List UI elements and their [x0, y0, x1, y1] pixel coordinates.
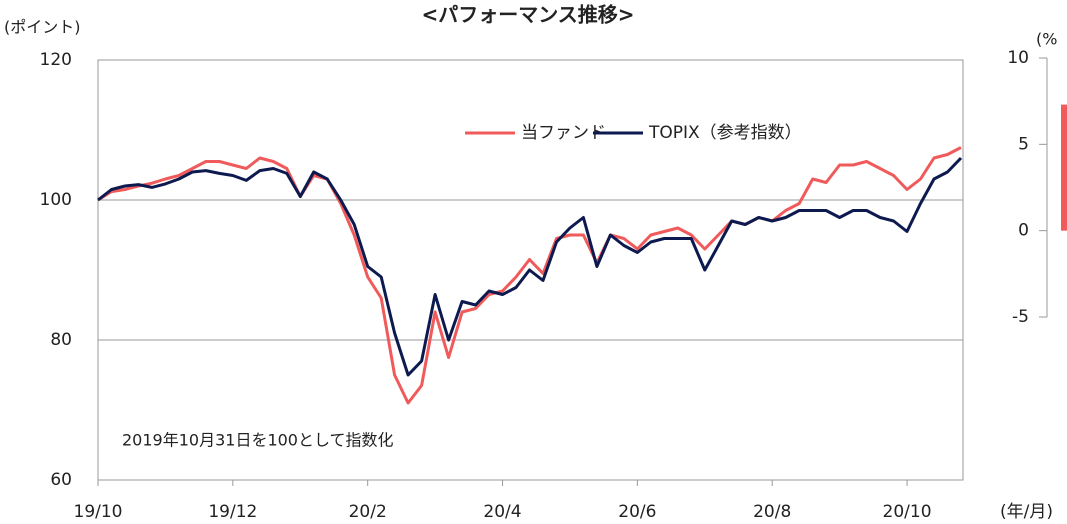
series-line	[97, 156, 963, 377]
x-tick-label: 19/12	[208, 502, 257, 522]
annotation: 2019年10月31日を100として指数化	[122, 431, 394, 450]
legend-label: TOPIX（参考指数）	[648, 123, 802, 143]
series-line	[97, 146, 962, 405]
y-tick-label: 80	[50, 330, 72, 350]
x-tick-label: 20/4	[483, 502, 521, 522]
y-tick-label: 5	[1018, 134, 1029, 154]
y-tick-label: -5	[1012, 307, 1029, 327]
y-tick-label: 100	[40, 190, 72, 210]
x-tick-label: 20/10	[883, 502, 932, 522]
x-tick-label: 20/2	[349, 502, 387, 522]
y-tick-label: 60	[50, 470, 72, 490]
x-axis-label: (年/月)	[1000, 502, 1053, 522]
y-tick-label: 0	[1018, 221, 1029, 241]
y-tick-label: 120	[40, 50, 72, 70]
x-tick-label: 19/10	[74, 502, 123, 522]
legend-label: 当ファンド	[521, 123, 606, 143]
y-axis-label: (ポイント)	[4, 18, 81, 37]
x-tick-label: 20/6	[618, 502, 656, 522]
plot-border	[97, 59, 964, 481]
chart-title: <パフォーマンス推移>	[421, 3, 634, 27]
y-axis-label: (%	[1036, 30, 1057, 49]
bar	[1061, 104, 1067, 231]
y-tick-label: 10	[1007, 48, 1029, 68]
x-tick-label: 20/8	[753, 502, 791, 522]
